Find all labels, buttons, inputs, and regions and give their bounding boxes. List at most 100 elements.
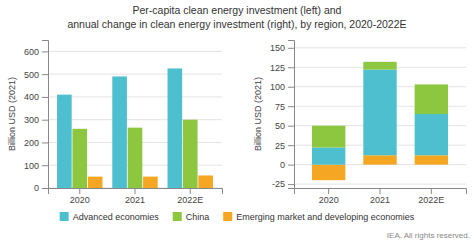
bar <box>415 155 448 164</box>
grid <box>48 51 222 188</box>
tick-mark <box>288 67 294 68</box>
y-tick: 75 <box>275 102 294 112</box>
tick-label: 2022E <box>177 195 203 205</box>
x-tick: 2022E <box>177 188 203 205</box>
x-tick: 2020 <box>319 188 339 205</box>
tick-mark <box>288 165 294 166</box>
y-tick: 25 <box>275 141 294 151</box>
y-tick: -25 <box>272 179 294 189</box>
y-tick: 0 <box>34 183 48 193</box>
tick-mark <box>42 188 48 189</box>
bar <box>312 147 345 164</box>
tick-mark <box>190 188 191 194</box>
tick-mark <box>288 106 294 107</box>
series <box>312 70 448 165</box>
series <box>88 175 213 188</box>
axis-title: Billion USD (2021) <box>253 77 263 151</box>
axis-line <box>288 41 295 189</box>
bar <box>72 129 87 188</box>
y-tick: 100 <box>24 161 48 171</box>
legend-item: Advanced economies <box>60 212 160 222</box>
tick-label: 2022E <box>418 195 444 205</box>
bar <box>363 155 396 164</box>
bars <box>312 62 448 180</box>
y-axis: 0 100 200 300 400 500 600 <box>24 41 49 194</box>
title: Per-capita clean energy investment (left… <box>133 4 342 16</box>
legend-label: Emerging market and developing economies <box>236 212 415 222</box>
tick-mark <box>42 142 48 143</box>
tick-mark <box>42 74 48 75</box>
tick-mark <box>288 87 294 88</box>
bar <box>312 126 345 148</box>
bar <box>198 175 213 188</box>
tick-mark <box>288 126 294 127</box>
tick-label: 400 <box>24 92 39 102</box>
tick-mark <box>328 188 329 194</box>
bar <box>143 177 158 188</box>
subtitle: annual change in clean energy investment… <box>67 18 406 30</box>
tick-label: 50 <box>275 121 285 131</box>
grid-line <box>48 74 222 75</box>
axis-title: Billion USD (2021) <box>7 77 17 151</box>
tick-mark <box>135 188 136 194</box>
tick-label: 2021 <box>125 195 145 205</box>
grid-line <box>294 47 466 48</box>
legend-swatch <box>173 212 182 221</box>
x-axis: 2020 2021 2022E <box>49 188 223 205</box>
tick-label: 125 <box>270 63 285 73</box>
figure: Per-capita clean energy investment (left… <box>0 0 474 242</box>
tick-label: 0 <box>34 183 39 193</box>
tick-mark <box>42 97 48 98</box>
series <box>72 120 197 188</box>
bar <box>363 70 396 156</box>
y-tick: 500 <box>24 70 48 80</box>
grid-line <box>48 96 222 97</box>
tick-label: 2020 <box>319 195 339 205</box>
tick-mark <box>431 188 432 194</box>
legend-item: China <box>173 212 210 222</box>
series <box>57 68 182 188</box>
bar <box>112 76 127 188</box>
tick-mark <box>42 165 48 166</box>
panel: 0 100 200 300 400 500 600 2020 2021 2022E Billion … <box>7 41 223 206</box>
tick-mark <box>288 145 294 146</box>
bar <box>312 165 345 181</box>
axis-line <box>295 189 467 195</box>
tick-label: 25 <box>275 141 285 151</box>
y-tick: 125 <box>270 63 294 73</box>
tick-mark <box>288 184 294 185</box>
tick-label: 0 <box>280 160 285 170</box>
bar <box>415 84 448 114</box>
bars <box>57 68 213 188</box>
bar <box>363 62 396 70</box>
tick-label: 200 <box>24 138 39 148</box>
x-tick: 2022E <box>418 188 444 205</box>
x-tick: 2021 <box>125 188 145 205</box>
x-tick: 2021 <box>370 188 390 205</box>
y-tick: 600 <box>24 47 48 57</box>
tick-mark <box>288 48 294 49</box>
series <box>312 62 448 148</box>
legend-item: Emerging market and developing economies <box>223 212 415 222</box>
legend-swatch <box>60 212 69 221</box>
tick-mark <box>42 51 48 52</box>
tick-label: 2020 <box>70 195 90 205</box>
tick-label: 2021 <box>370 195 390 205</box>
y-tick: 300 <box>24 115 48 125</box>
tick-label: -25 <box>272 179 285 189</box>
annotation: IEA. All rights reserved. <box>387 231 470 240</box>
tick-mark <box>380 188 381 194</box>
axis-line <box>42 41 49 189</box>
tick-label: 100 <box>270 82 285 92</box>
tick-label: 150 <box>270 43 285 53</box>
bar <box>57 95 72 188</box>
y-tick: 150 <box>270 43 294 53</box>
x-tick: 2020 <box>70 188 90 205</box>
tick-label: 600 <box>24 47 39 57</box>
y-tick: 200 <box>24 138 48 148</box>
panel: -25 0 25 50 75 100 125 150 2020 2021 2022E Billion … <box>253 41 467 206</box>
tick-label: 100 <box>24 161 39 171</box>
y-tick: 50 <box>275 121 294 131</box>
legend-swatch <box>223 212 232 221</box>
x-axis: 2020 2021 2022E <box>295 188 467 205</box>
